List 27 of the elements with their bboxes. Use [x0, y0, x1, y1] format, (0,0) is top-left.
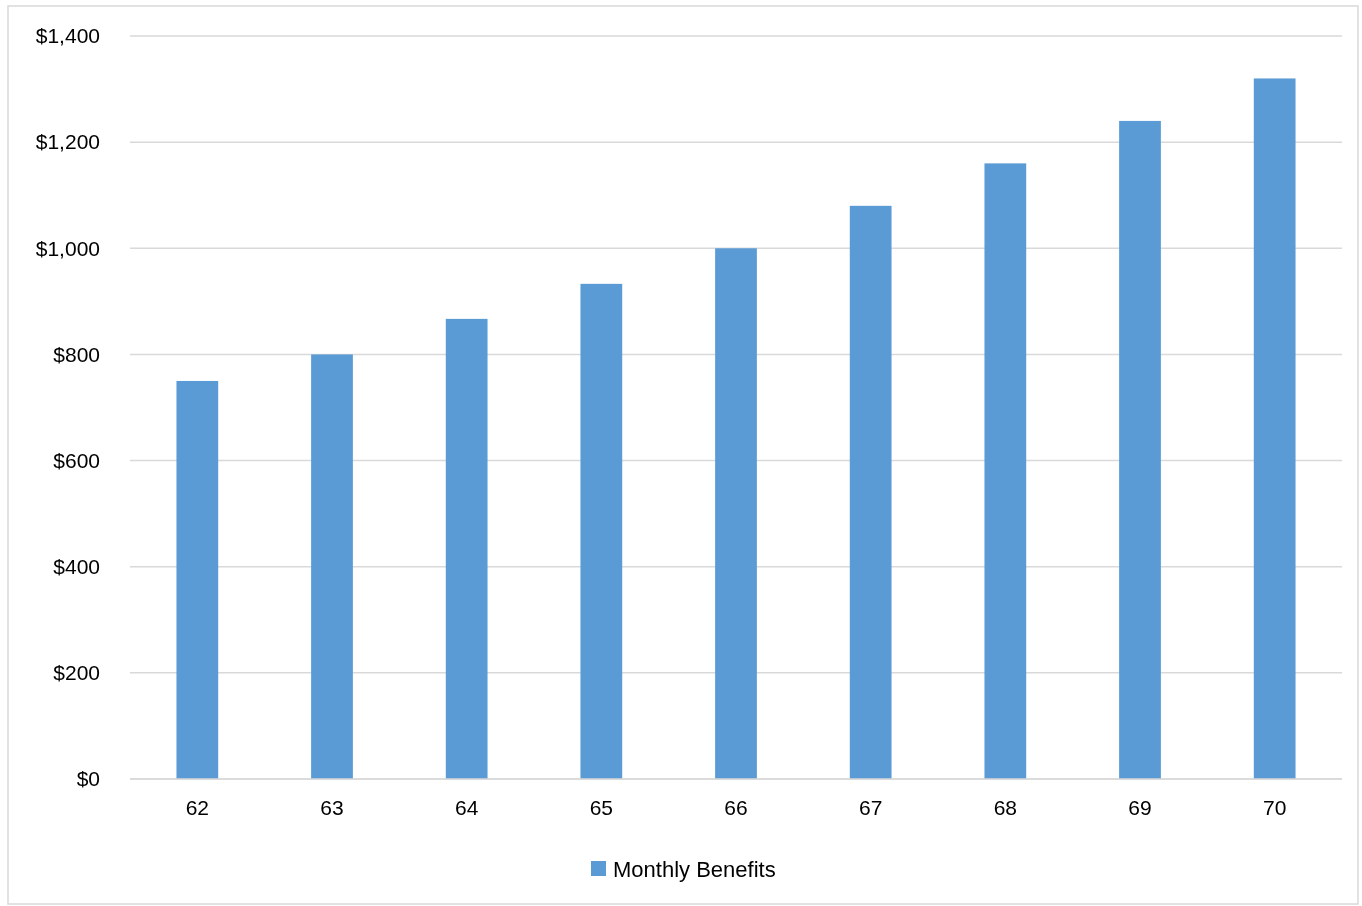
x-tick-label: 67 [858, 796, 883, 819]
y-tick-label: $200 [53, 661, 100, 685]
bar [1119, 120, 1161, 779]
y-tick-label: $1,200 [35, 130, 100, 154]
y-tick-label: $600 [53, 448, 100, 472]
y-tick-label: $1,000 [35, 236, 100, 260]
y-tick-label: $0 [76, 767, 100, 791]
legend-label: Monthly Benefits [613, 856, 776, 882]
bar [580, 283, 623, 779]
x-tick-label: 65 [589, 796, 614, 819]
bar [311, 354, 353, 779]
x-tick-label: 66 [724, 796, 748, 819]
x-tick-label: 62 [185, 796, 210, 819]
x-tick-label: 70 [1262, 796, 1287, 819]
y-tick-label: $800 [53, 342, 100, 366]
bar [715, 248, 757, 779]
bar [1253, 78, 1296, 779]
x-tick-label: 64 [454, 796, 479, 819]
x-tick-label: 63 [320, 796, 344, 819]
bar [176, 380, 219, 779]
bar [849, 205, 892, 779]
bar [445, 318, 488, 779]
x-tick-label: 69 [1128, 796, 1152, 819]
y-tick-label: $1,400 [35, 24, 100, 48]
bar [984, 163, 1027, 779]
y-tick-label: $400 [53, 555, 100, 579]
x-tick-label: 68 [993, 796, 1018, 819]
